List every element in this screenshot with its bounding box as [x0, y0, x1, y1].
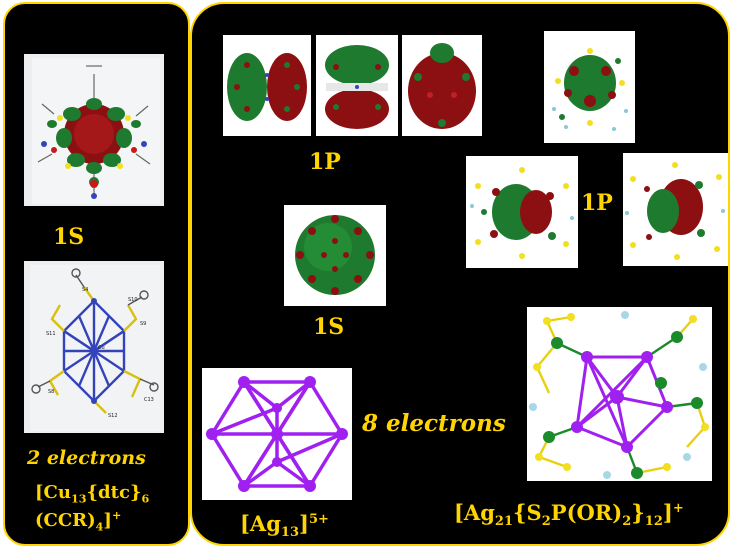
atom-label: S10	[128, 297, 138, 303]
ag21-formula: [Ag21{S2P(OR)2}12]+	[454, 500, 684, 530]
atom-label: Cu	[98, 345, 105, 351]
ag21-1p-orbital-right-image	[623, 153, 728, 266]
cu13-structure-image: S10 S9 S11 Cu S8 S4 C13 S12	[24, 261, 164, 433]
ag21-1p-orbital-left-image	[466, 156, 578, 268]
left-electrons-label: 2 electrons	[27, 447, 146, 469]
top-1p-label: 1P	[309, 149, 341, 175]
ag21-1p-orbital-top-image	[544, 31, 635, 143]
ag13-1p-orbital-z-image	[402, 35, 482, 136]
right-panel: 1P 1P	[190, 2, 730, 546]
ag13-1p-orbital-y-image	[316, 35, 398, 136]
atom-label: S12	[108, 413, 118, 419]
left-1s-label: 1S	[53, 224, 85, 250]
atom-label: S11	[46, 331, 56, 337]
ag13-1s-orbital-image	[284, 205, 386, 306]
cu13-formula-line2: (CCR)4]+	[35, 509, 122, 534]
ag13-structure-image	[202, 368, 352, 500]
atom-label: C13	[144, 397, 154, 403]
atom-label: S4	[82, 287, 88, 293]
right-1s-label: 1S	[313, 314, 345, 340]
cu13-formula-line1: [Cu13{dtc}6	[35, 482, 150, 506]
atom-label: S9	[140, 321, 146, 327]
ag13-formula: [Ag13]5+	[240, 511, 329, 541]
left-panel: 1S S10	[3, 2, 190, 546]
right-1p-label: 1P	[581, 190, 613, 216]
right-electrons-label: 8 electrons	[362, 410, 506, 437]
ag21-structure-image	[527, 307, 712, 481]
ag13-1p-orbital-x-image	[223, 35, 311, 136]
cu13-1s-orbital-image	[24, 54, 164, 206]
atom-label: S8	[48, 389, 54, 395]
